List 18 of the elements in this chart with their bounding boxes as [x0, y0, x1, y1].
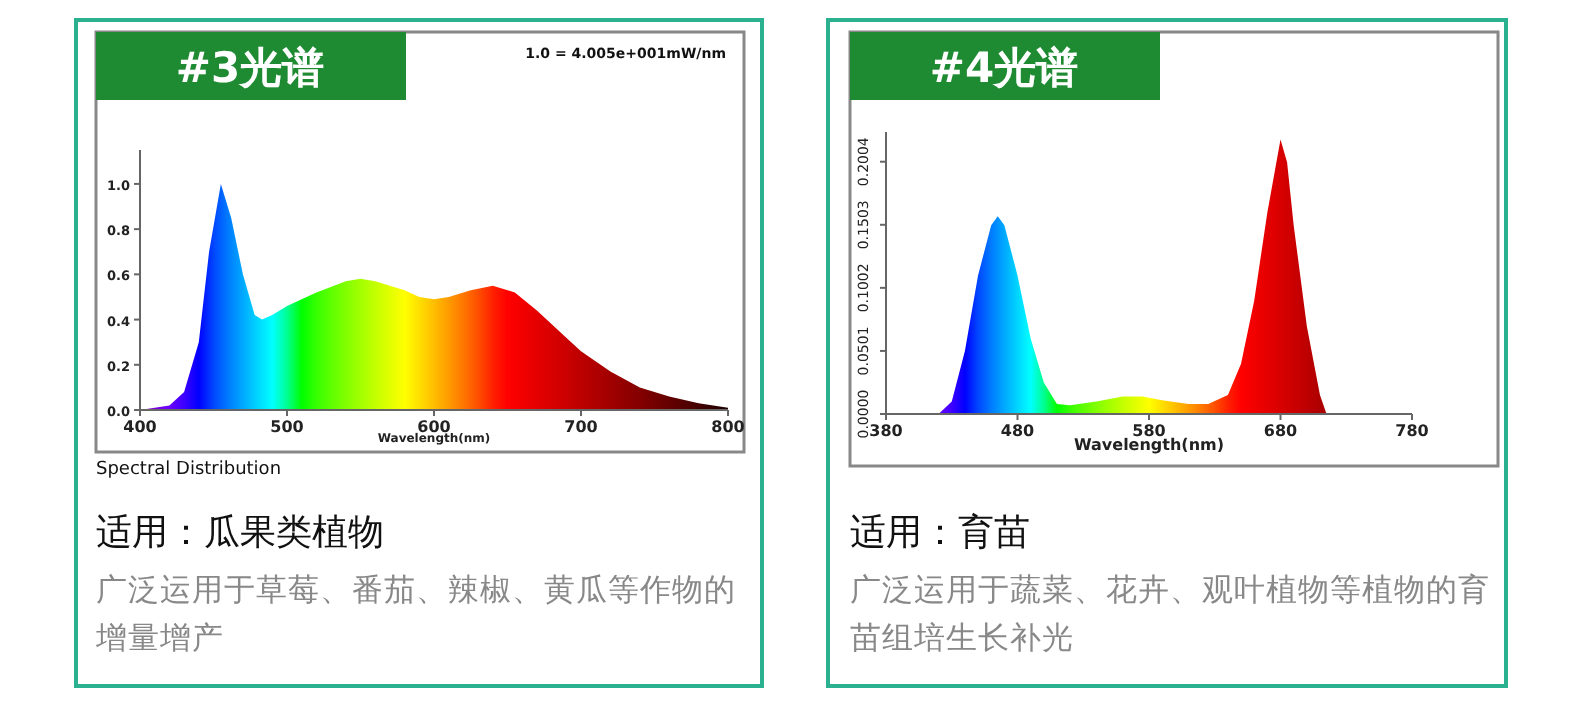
- x-tick-label: 480: [1000, 422, 1036, 440]
- x-tick-label: 580: [1132, 422, 1167, 440]
- text: 广泛运用于草莓、番茄、辣椒、黄瓜等作物的增量增产: [94, 572, 736, 656]
- x-tick-label: 600: [417, 418, 452, 436]
- x-tick-label: 780: [1395, 422, 1430, 440]
- x-tick-label: 700: [564, 418, 599, 436]
- x-tick-label: 380: [869, 422, 904, 440]
- x-tick-label: 400: [123, 418, 158, 436]
- chart-title: #4光谱: [929, 44, 1079, 92]
- chart-title: #3光谱: [175, 44, 325, 92]
- x-tick-label: 680: [1263, 422, 1299, 440]
- text: 广泛运用于蔬菜、花卉、观叶植物等植物的育苗组培生长补光: [850, 572, 1490, 656]
- x-tick-label: 800: [711, 418, 746, 436]
- x-axis-title: Wavelength(nm): [1073, 436, 1225, 454]
- text: 适用：瓜果类植物: [96, 512, 384, 554]
- text: Spectral Distribution: [96, 460, 282, 480]
- text: 适用：育苗: [850, 512, 1030, 554]
- x-tick-label: 500: [270, 418, 305, 436]
